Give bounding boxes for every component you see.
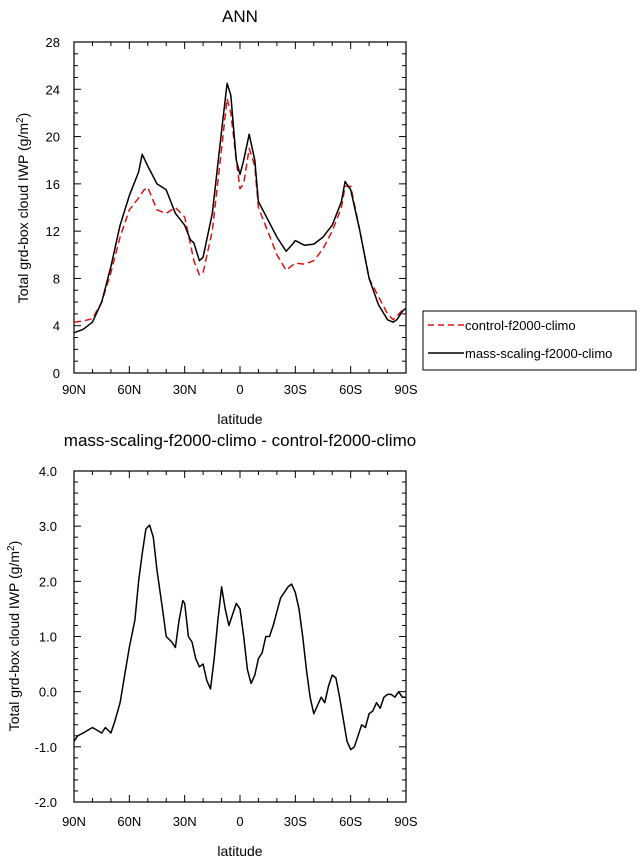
chart-1-x-axis: 90N 60N 30N 0 30S 60S 90S <box>62 42 418 397</box>
chart-2-y-axis-label-main: Total grd-box cloud IWP (g/m <box>6 551 22 731</box>
x-tick-label: 0 <box>236 382 243 397</box>
x-tick-label: 60S <box>339 382 362 397</box>
chart-1-y-axis: 0 4 8 12 16 20 24 28 <box>46 35 406 381</box>
y-tick-label: 3.0 <box>39 519 57 534</box>
x-tick-label: 30N <box>173 814 197 829</box>
chart-2-series-group <box>73 524 406 751</box>
series-line-mass-scaling-f2000-climo <box>73 82 407 334</box>
x-tick-label: 90N <box>62 814 86 829</box>
y-tick-label: 1.0 <box>39 630 57 645</box>
y-tick-label: 0.0 <box>39 685 57 700</box>
chart-2-x-axis: 90N 60N 30N 0 30S 60S 90S <box>62 471 418 829</box>
legend-label-control: control-f2000-climo <box>465 318 576 333</box>
y-tick-label: -2.0 <box>35 795 57 810</box>
x-tick-label: 90S <box>394 814 417 829</box>
legend-label-mass-scaling: mass-scaling-f2000-climo <box>465 346 612 361</box>
chart-1-y-axis-label: Total grd-box cloud IWP (g/m2) <box>15 113 31 304</box>
y-tick-label: 24 <box>46 82 60 97</box>
chart-1-legend: control-f2000-climo mass-scaling-f2000-c… <box>422 310 637 371</box>
chart-1: ANN 0 4 8 12 16 20 24 28 90N 60N 30N 0 30S 60S 90S la… <box>15 7 637 427</box>
chart-1-y-axis-label-close: ) <box>15 113 31 118</box>
series-line-mass-scaling-f2000-climo-control-f2000-climo <box>73 524 406 751</box>
y-tick-label: 16 <box>46 177 60 192</box>
chart-2-plot-frame <box>73 470 407 803</box>
y-tick-label: -1.0 <box>35 740 57 755</box>
x-tick-label: 60S <box>339 814 362 829</box>
y-tick-label: 8 <box>53 271 60 286</box>
x-tick-label: 30N <box>173 382 197 397</box>
chart-2-y-axis-label-superscript: 2 <box>6 545 17 551</box>
x-tick-label: 0 <box>236 814 243 829</box>
y-tick-label: 4.0 <box>39 464 57 479</box>
chart-1-title: ANN <box>222 7 258 26</box>
chart-2-y-axis-label-close: ) <box>6 541 22 546</box>
x-tick-label: 30S <box>284 382 307 397</box>
x-tick-label: 90N <box>62 382 86 397</box>
x-tick-label: 60N <box>117 382 141 397</box>
y-tick-label: 0 <box>53 366 60 381</box>
chart-2-x-axis-label: latitude <box>217 843 262 859</box>
y-tick-label: 2.0 <box>39 574 57 589</box>
chart-2-y-axis-label: Total grd-box cloud IWP (g/m2) <box>6 541 22 732</box>
chart-1-x-axis-label: latitude <box>217 411 262 427</box>
x-tick-label: 60N <box>117 814 141 829</box>
legend-box <box>422 310 637 371</box>
y-tick-label: 12 <box>46 224 60 239</box>
chart-1-plot-frame <box>73 41 407 374</box>
chart-2-y-axis: -2.0 -1.0 0.0 1.0 2.0 3.0 4.0 <box>35 464 406 810</box>
chart-1-y-axis-label-superscript: 2 <box>15 117 26 123</box>
chart-2-title: mass-scaling-f2000-climo - control-f2000… <box>64 431 416 450</box>
y-tick-label: 28 <box>46 35 60 50</box>
chart-1-y-axis-label-main: Total grd-box cloud IWP (g/m <box>15 123 31 303</box>
x-tick-label: 30S <box>284 814 307 829</box>
chart-2: mass-scaling-f2000-climo - control-f2000… <box>6 431 418 859</box>
chart-1-series-group <box>73 82 407 334</box>
series-line-control-f2000-climo <box>73 97 407 323</box>
y-tick-label: 20 <box>46 130 60 145</box>
x-tick-label: 90S <box>394 382 417 397</box>
y-tick-label: 4 <box>53 319 60 334</box>
